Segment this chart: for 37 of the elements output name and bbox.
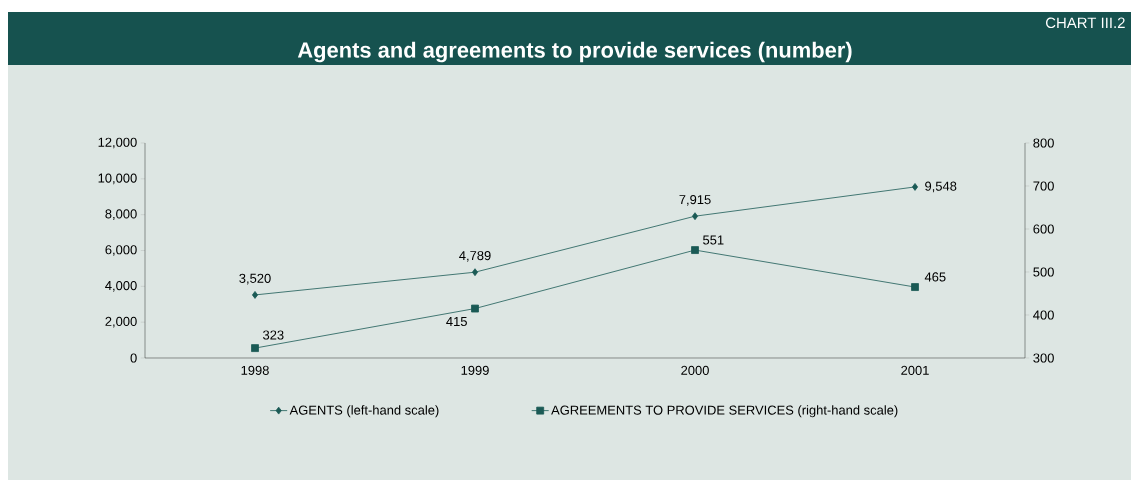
point xyxy=(251,344,259,352)
x-tick-label: 1998 xyxy=(241,365,269,375)
y2-tick-label: 700 xyxy=(1033,181,1054,191)
y2-tick-label: 800 xyxy=(1033,138,1054,148)
point xyxy=(691,246,699,254)
data-label: 7,915 xyxy=(679,194,711,206)
data-label: 323 xyxy=(263,330,284,340)
legend-label: AGENTS (left-hand scale) xyxy=(289,405,439,418)
data-label: 551 xyxy=(703,235,724,245)
data-label: 9,548 xyxy=(925,181,957,193)
y-tick-label: 12,000 xyxy=(98,137,137,149)
data-label: 415 xyxy=(446,317,467,327)
point xyxy=(911,183,919,191)
point xyxy=(251,291,259,299)
x-tick-label: 2000 xyxy=(681,365,709,375)
y-tick-label: 4,000 xyxy=(105,280,137,292)
y2-tick-label: 300 xyxy=(1033,353,1054,363)
chart-title: Agents and agreements to provide services (number) xyxy=(297,41,852,63)
text: CHART III.2 xyxy=(1045,17,1125,29)
y-tick-label: 0 xyxy=(130,353,137,363)
x-tick-label: 1999 xyxy=(461,365,489,375)
y-tick-label: 2,000 xyxy=(105,316,137,328)
point xyxy=(691,212,699,221)
x-tick-label: 2001 xyxy=(901,365,929,375)
point xyxy=(911,283,919,291)
legend-label: AGREEMENTS TO PROVIDE SERVICES (right-hand scale) xyxy=(551,405,898,418)
data-label: 4,789 xyxy=(459,251,491,262)
y-tick-label: 8,000 xyxy=(105,209,137,221)
y-tick-label: 10,000 xyxy=(98,173,137,185)
point xyxy=(471,304,479,313)
data-label: 465 xyxy=(924,272,946,282)
y-tick-label: 6,000 xyxy=(105,245,137,256)
data-label: 3,520 xyxy=(239,273,271,285)
y2-tick-label: 400 xyxy=(1033,310,1054,320)
y2-tick-label: 500 xyxy=(1033,267,1054,277)
point xyxy=(471,268,479,277)
y2-tick-label: 600 xyxy=(1033,224,1054,234)
